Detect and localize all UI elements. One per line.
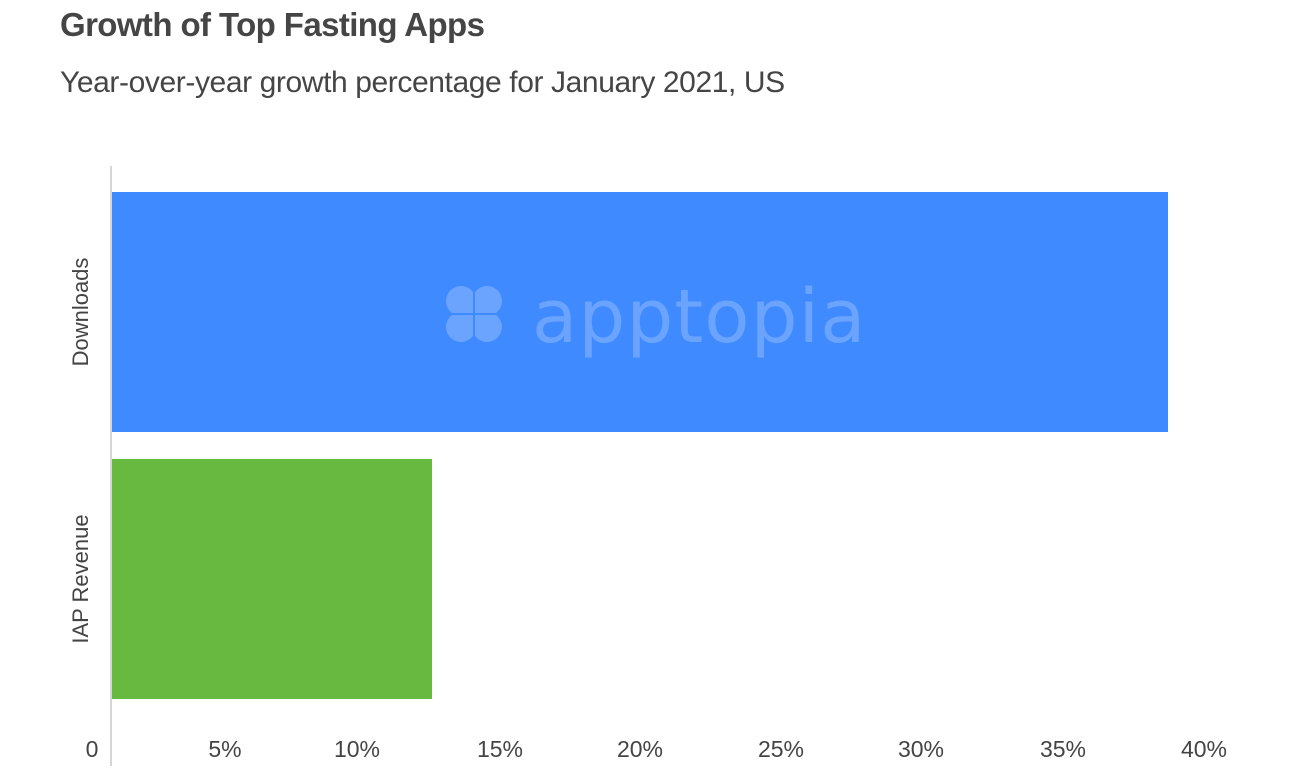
bar-downloads — [112, 192, 1169, 432]
x-tick-label: 15% — [476, 736, 524, 762]
chart-title: Growth of Top Fasting Apps — [60, 6, 485, 43]
category-label: IAP Revenue — [68, 514, 93, 644]
x-tick-label: 40% — [1180, 736, 1228, 762]
watermark: apptopia — [436, 276, 866, 357]
x-tick-label: 25% — [757, 736, 805, 762]
x-tick-label: 20% — [616, 736, 664, 762]
x-tick-label: 5% — [208, 736, 242, 762]
bar-iap-revenue — [112, 459, 432, 699]
chart-subtitle: Year-over-year growth percentage for Jan… — [60, 66, 785, 99]
apptopia-logo-icon — [436, 276, 512, 357]
x-tick-label: 35% — [1039, 736, 1087, 762]
category-label: Downloads — [68, 257, 93, 367]
y-axis-line — [110, 166, 112, 766]
x-tick-label: 0 — [85, 736, 99, 762]
x-tick-label: 10% — [333, 736, 381, 762]
x-tick-label: 30% — [897, 736, 945, 762]
watermark-text: apptopia — [532, 273, 867, 360]
